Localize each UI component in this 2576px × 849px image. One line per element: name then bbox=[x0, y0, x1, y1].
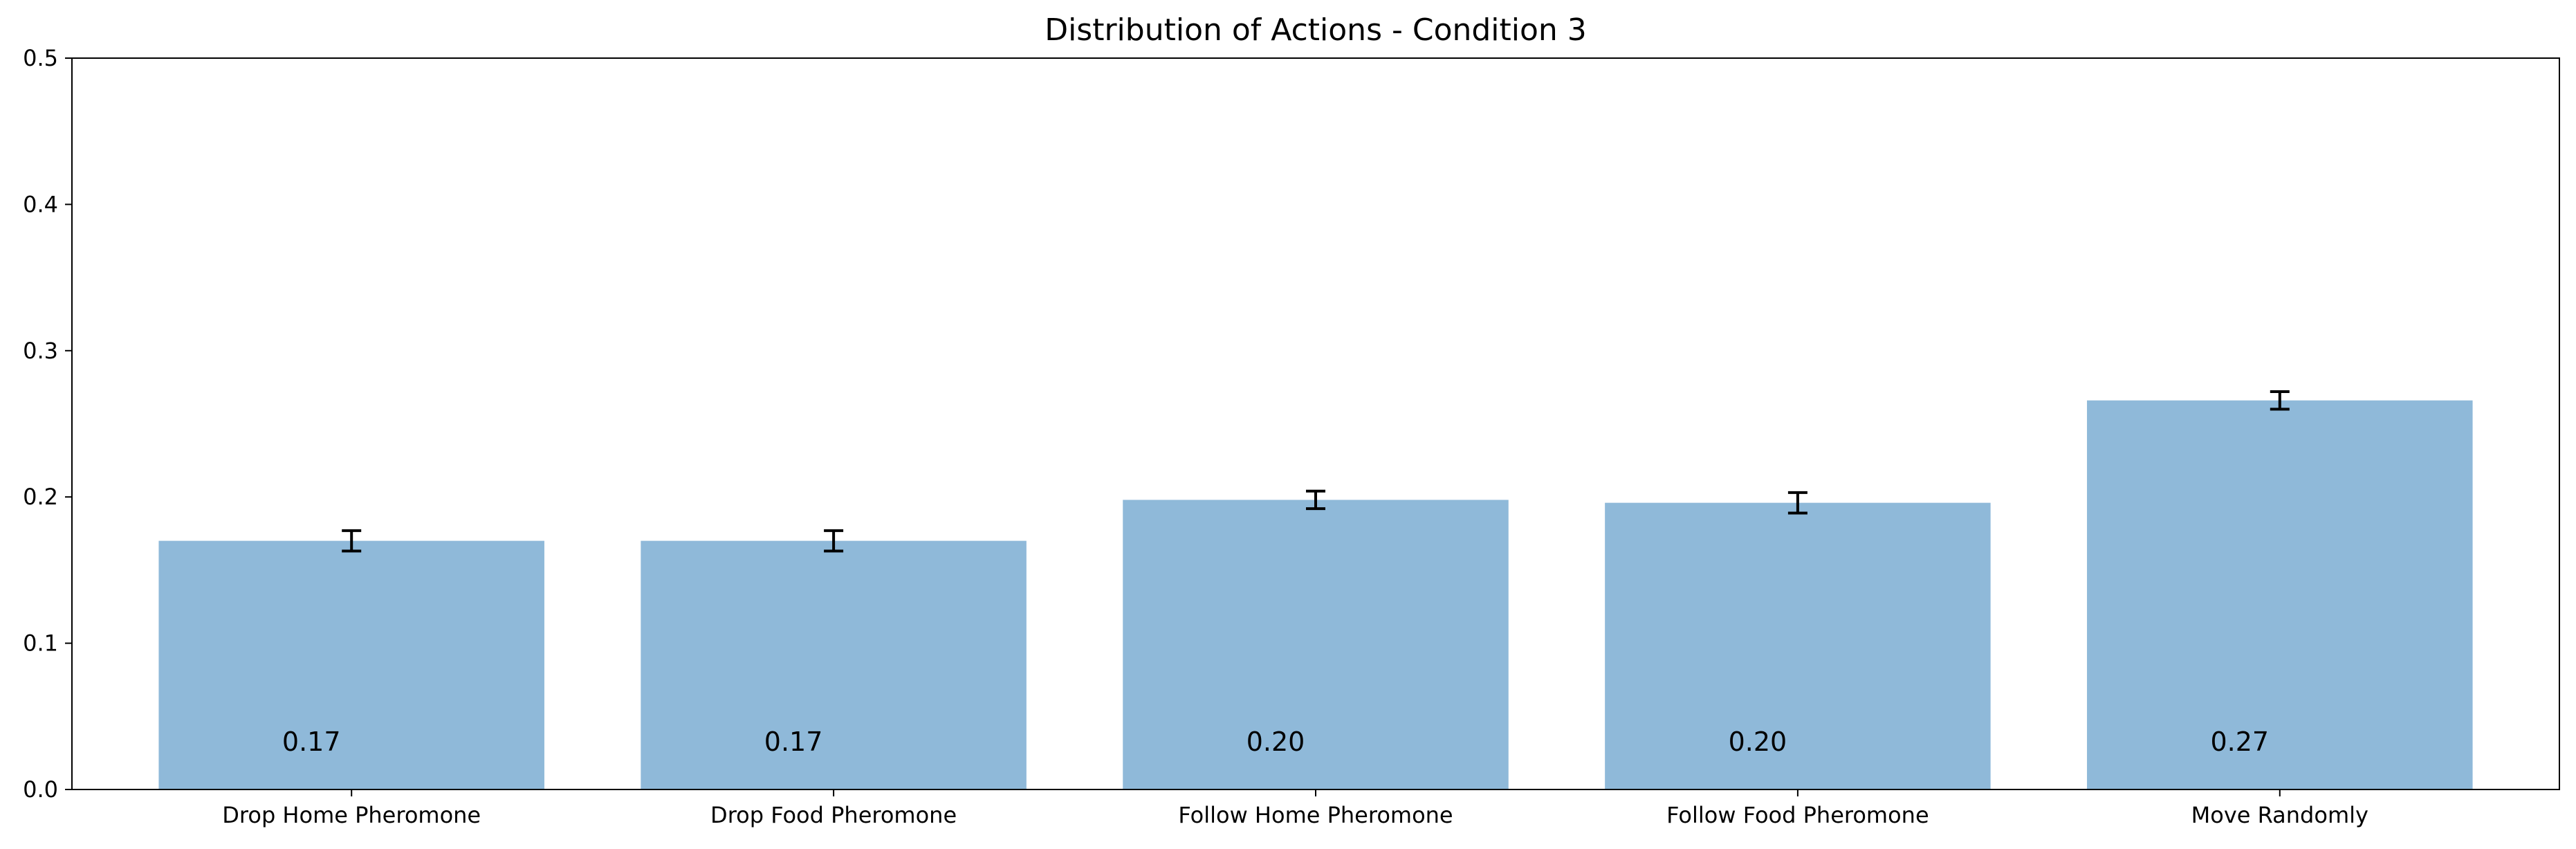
value-labels-layer: 0.17 0.17 0.20 0.20 0.27 bbox=[282, 727, 2269, 757]
bar-4 bbox=[2087, 400, 2473, 789]
value-label-3: 0.20 bbox=[1729, 727, 1787, 757]
chart-title: Distribution of Actions - Condition 3 bbox=[1045, 12, 1587, 48]
value-label-4: 0.27 bbox=[2210, 727, 2269, 757]
error-bar-1 bbox=[824, 529, 844, 553]
x-tick-label-3: Follow Food Pheromone bbox=[1666, 802, 1929, 828]
x-tick-label-4: Move Randomly bbox=[2191, 802, 2368, 828]
value-label-0: 0.17 bbox=[282, 727, 341, 757]
x-axis: Drop Home Pheromone Drop Food Pheromone Fo… bbox=[222, 789, 2368, 828]
y-tick-label-5: 0.5 bbox=[23, 45, 58, 71]
error-bars-layer bbox=[342, 390, 2290, 553]
y-tick-label-4: 0.4 bbox=[23, 191, 58, 217]
bar-0 bbox=[158, 540, 544, 789]
error-bar-2 bbox=[1306, 489, 1325, 511]
value-label-2: 0.20 bbox=[1246, 727, 1305, 757]
y-tick-label-2: 0.2 bbox=[23, 484, 58, 510]
bar-1 bbox=[641, 540, 1027, 789]
y-tick-label-3: 0.3 bbox=[23, 338, 58, 364]
bars-layer bbox=[158, 400, 2473, 789]
value-label-1: 0.17 bbox=[764, 727, 823, 757]
bar-3 bbox=[1605, 502, 1991, 789]
y-tick-label-1: 0.1 bbox=[23, 630, 58, 657]
x-tick-label-0: Drop Home Pheromone bbox=[222, 802, 481, 828]
error-bar-4 bbox=[2270, 390, 2290, 411]
y-tick-label-0: 0.0 bbox=[23, 776, 58, 803]
error-bar-3 bbox=[1787, 491, 1807, 515]
bar-2 bbox=[1123, 500, 1509, 789]
y-axis: 0.0 0.1 0.2 0.3 0.4 0.5 bbox=[23, 45, 72, 803]
x-tick-label-1: Drop Food Pheromone bbox=[710, 802, 957, 828]
error-bar-0 bbox=[342, 529, 362, 553]
x-tick-label-2: Follow Home Pheromone bbox=[1178, 802, 1453, 828]
